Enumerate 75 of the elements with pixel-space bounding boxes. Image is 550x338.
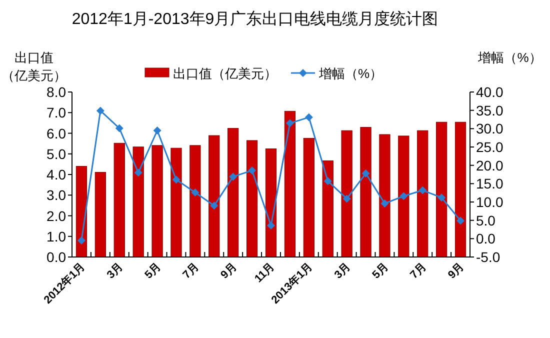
point <box>342 194 351 203</box>
point <box>324 177 332 186</box>
y-tick-label: 5.0 <box>46 146 66 162</box>
x-tick-label: 5月 <box>370 260 391 282</box>
y2-tick-label: 15.0 <box>476 176 504 192</box>
chart-title: 2012年1月-2013年9月广东出口电线电缆月度统计图 <box>72 10 438 28</box>
y-tick-label: 4.0 <box>46 166 66 182</box>
point <box>191 188 200 196</box>
bar <box>360 127 372 258</box>
point <box>267 221 275 230</box>
legend-label: 增幅（%） <box>318 66 383 81</box>
x-tick-label: 7月 <box>408 260 429 282</box>
bar <box>379 134 390 258</box>
y2-axis-title: 增幅（%） <box>477 50 542 65</box>
point <box>153 126 162 134</box>
bar <box>398 136 410 258</box>
y2-tick-label: 30.0 <box>476 120 504 137</box>
y2-tick-label: 20.0 <box>476 157 504 174</box>
x-tick-label: 9月 <box>218 260 240 282</box>
bar <box>246 140 258 258</box>
point <box>362 169 370 178</box>
bar <box>228 128 239 258</box>
point <box>286 119 294 128</box>
point <box>380 199 389 208</box>
point <box>438 194 446 202</box>
x-tick-label: 9月 <box>446 260 467 282</box>
bar <box>94 172 106 258</box>
bar <box>170 148 182 258</box>
y2-tick-label: 40.0 <box>476 84 504 100</box>
y-axis-title: 出口值（亿美元） <box>2 50 66 83</box>
y-tick-label: 2.0 <box>46 208 66 224</box>
y2-tick-label: 35.0 <box>476 102 504 118</box>
point <box>400 192 408 200</box>
point <box>456 216 465 225</box>
point <box>96 106 104 115</box>
point <box>248 166 256 174</box>
y2-tick-label: 25.0 <box>476 139 504 155</box>
y2-tick-label: 5.0 <box>476 212 496 228</box>
y-tick-label: 7.0 <box>46 104 66 121</box>
bar <box>190 145 201 258</box>
bar <box>265 148 277 258</box>
legend-label: 出口值（亿美元） <box>173 66 277 81</box>
x-tick-label: 5月 <box>142 260 164 282</box>
point <box>229 172 238 181</box>
y-tick-label: 8.0 <box>46 84 66 100</box>
bar <box>322 160 334 258</box>
bar <box>208 135 220 258</box>
bar <box>284 110 296 258</box>
y2-tick-label: 10.0 <box>476 194 504 210</box>
bar <box>303 138 314 258</box>
x-tick-label: 3月 <box>104 260 126 282</box>
y-tick-label: 3.0 <box>46 187 66 204</box>
y2-tick-label: 0.0 <box>476 230 496 247</box>
bar <box>152 145 163 258</box>
point <box>304 113 313 122</box>
bar <box>436 122 448 258</box>
bar <box>454 122 466 258</box>
bar <box>341 130 352 258</box>
x-tick-label: 3月 <box>332 260 353 282</box>
point <box>172 176 180 184</box>
bar <box>132 146 144 258</box>
y-tick-label: 6.0 <box>46 125 66 142</box>
point <box>418 186 427 194</box>
point <box>77 236 86 244</box>
y2-tick-label: -5.0 <box>476 249 500 265</box>
x-tick-label: 11月 <box>252 260 278 286</box>
y-tick-label: 0.0 <box>46 249 66 265</box>
point <box>115 124 124 132</box>
point <box>134 168 142 177</box>
point <box>210 202 218 210</box>
x-tick-label: 7月 <box>180 260 202 282</box>
bar <box>76 166 88 258</box>
y-tick-label: 1.0 <box>46 228 66 244</box>
bar <box>114 142 125 258</box>
bar <box>417 130 428 258</box>
